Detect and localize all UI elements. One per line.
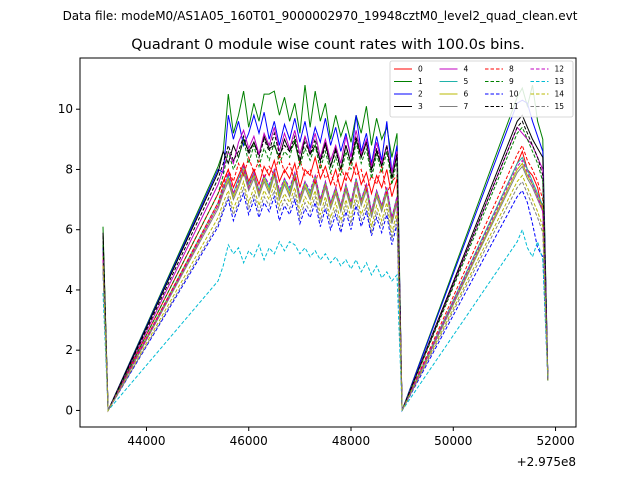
legend-box	[389, 60, 574, 118]
series-line-15	[102, 180, 549, 413]
legend-label-1: 1	[418, 77, 423, 86]
y-tick-label: 6	[65, 223, 73, 237]
legend-label-7: 7	[464, 102, 469, 111]
legend-label-12: 12	[555, 65, 565, 74]
legend-label-8: 8	[509, 65, 514, 74]
series-line-13	[102, 228, 549, 412]
legend-label-5: 5	[464, 77, 469, 86]
y-tick-label: 8	[65, 162, 73, 176]
x-tick-label: 48000	[332, 434, 370, 448]
y-tick-label: 0	[65, 403, 73, 417]
series-line-9	[102, 126, 549, 411]
legend-label-6: 6	[464, 90, 469, 99]
legend-label-11: 11	[509, 102, 519, 111]
series-line-14	[102, 174, 549, 413]
legend-label-15: 15	[555, 102, 565, 111]
legend-label-3: 3	[418, 102, 423, 111]
x-offset-label: +2.975e8	[517, 455, 576, 469]
plot-border	[79, 57, 577, 428]
legend-label-9: 9	[509, 77, 514, 86]
legend-label-0: 0	[418, 65, 423, 74]
series-layer	[102, 84, 549, 413]
chart-title: Quadrant 0 module wise count rates with …	[131, 37, 525, 53]
x-tick-label: 50000	[434, 434, 472, 448]
x-tick-label: 52000	[536, 434, 574, 448]
axes-layer: 44000 46000 48000 50000 52000 0 2 4 6 8 10	[58, 102, 575, 448]
y-tick-label: 4	[65, 283, 73, 297]
x-tick-label: 44000	[127, 434, 165, 448]
series-line-11	[102, 120, 549, 411]
y-tick-label: 10	[58, 102, 73, 116]
y-tick-label: 2	[65, 343, 73, 357]
chart-suptitle: Data file: modeM0/AS1A05_160T01_90000029…	[63, 9, 578, 23]
legend-label-14: 14	[555, 90, 565, 99]
legend-label-2: 2	[418, 90, 423, 99]
legend-label-4: 4	[464, 65, 469, 74]
x-tick-label: 46000	[230, 434, 268, 448]
legend-label-10: 10	[509, 90, 519, 99]
legend-label-13: 13	[555, 77, 565, 86]
